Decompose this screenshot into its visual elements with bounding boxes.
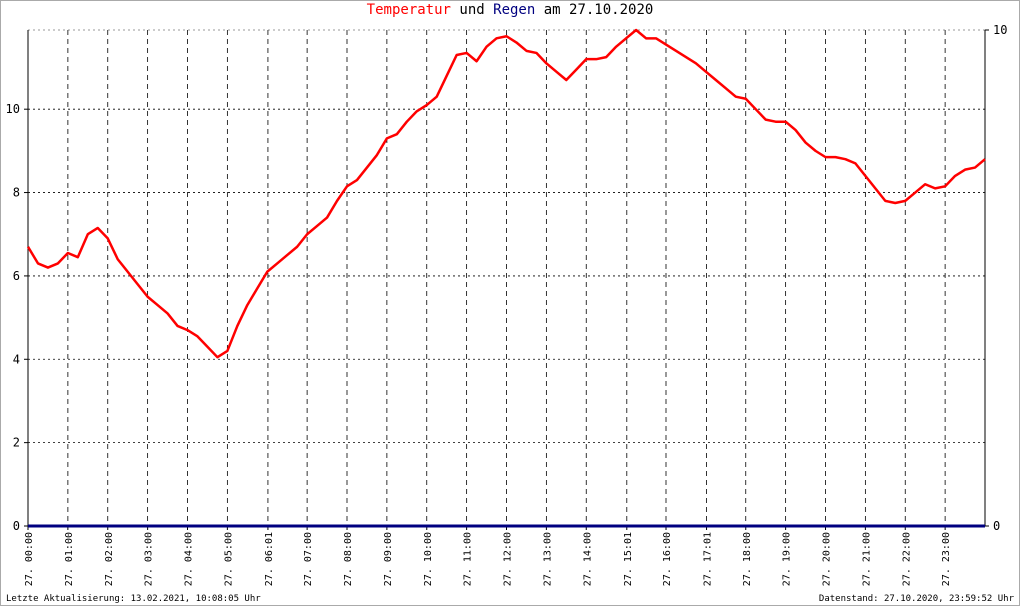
x-tick-label: 27. 18:00 xyxy=(742,532,753,586)
x-tick-label: 27. 12:00 xyxy=(503,532,514,586)
x-tick-label: 27. 10:00 xyxy=(423,532,434,586)
y-tick-label: 6 xyxy=(13,269,20,283)
x-tick-label: 27. 16:00 xyxy=(662,532,673,586)
y-tick-label: 4 xyxy=(13,352,20,366)
title-part: Temperatur xyxy=(367,2,451,18)
footer-left: Letzte Aktualisierung: 13.02.2021, 10:08… xyxy=(6,594,261,604)
title-part: und xyxy=(459,2,484,18)
x-tick-label: 27. 08:00 xyxy=(343,532,354,586)
x-tick-label: 27. 00:00 xyxy=(24,532,35,586)
x-tick-label: 27. 22:00 xyxy=(901,532,912,586)
x-tick-label: 27. 15:01 xyxy=(623,532,634,586)
x-tick-label: 27. 06:01 xyxy=(264,532,275,586)
x-tick-label: 27. 17:01 xyxy=(703,532,714,586)
y-tick-label: 2 xyxy=(13,436,20,450)
x-tick-label: 27. 14:00 xyxy=(582,532,593,586)
x-tick-label: 27. 13:00 xyxy=(542,532,553,586)
y2-tick-label: 0 xyxy=(993,519,1000,533)
x-tick-label: 27. 01:00 xyxy=(64,532,75,586)
title-part: am 27.10.2020 xyxy=(544,2,654,18)
x-tick-label: 27. 11:00 xyxy=(463,532,474,586)
title-part: Regen xyxy=(493,2,535,18)
x-tick-label: 27. 07:00 xyxy=(303,532,314,586)
series-line xyxy=(26,28,986,359)
x-tick-label: 27. 03:00 xyxy=(144,532,155,586)
x-tick-label: 27. 21:00 xyxy=(861,532,872,586)
x-tick-label: 27. 05:00 xyxy=(223,532,234,586)
footer-right: Datenstand: 27.10.2020, 23:59:52 Uhr xyxy=(819,594,1015,604)
y-tick-label: 8 xyxy=(13,186,20,200)
y-tick-label: 0 xyxy=(13,519,20,533)
x-tick-label: 27. 23:00 xyxy=(941,532,952,586)
x-tick-label: 27. 04:00 xyxy=(184,532,195,586)
x-tick-label: 27. 20:00 xyxy=(822,532,833,586)
x-tick-label: 27. 02:00 xyxy=(104,532,115,586)
y-tick-label: 10 xyxy=(6,102,20,116)
x-tick-label: 27. 19:00 xyxy=(782,532,793,586)
x-tick-label: 27. 09:00 xyxy=(383,532,394,586)
y2-tick-label: 10 xyxy=(993,23,1007,37)
chart-title: Temperatur und Regen am 27.10.2020 xyxy=(367,2,654,18)
